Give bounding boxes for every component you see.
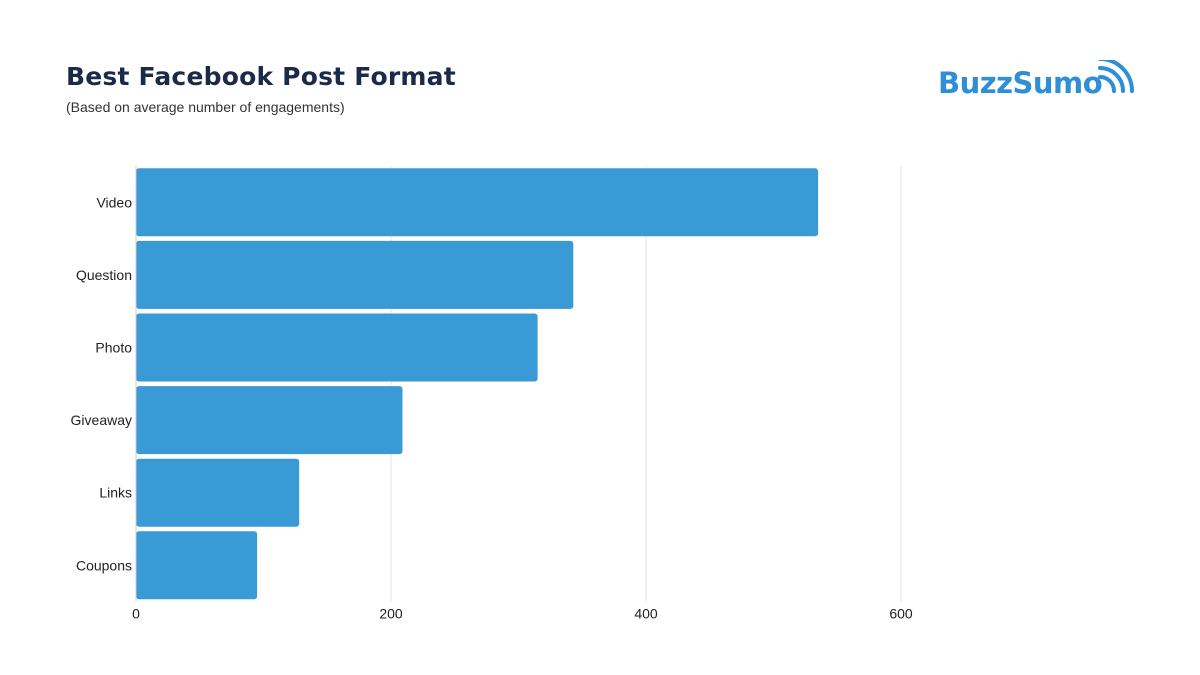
x-tick-label-600: 600 — [889, 606, 913, 622]
category-label-coupons: Coupons — [76, 557, 132, 573]
category-label-giveaway: Giveaway — [71, 412, 132, 428]
bar-photo — [136, 313, 538, 382]
category-label-photo: Photo — [95, 340, 132, 356]
signal-waves-icon — [1098, 60, 1134, 93]
bar-video — [136, 168, 819, 237]
bar-question — [136, 240, 574, 309]
category-label-video: Video — [96, 194, 132, 210]
x-tick-label-400: 400 — [634, 606, 658, 622]
category-label-question: Question — [76, 267, 132, 283]
bar-coupons — [136, 531, 258, 600]
chart-title: Best Facebook Post Format — [66, 62, 456, 91]
x-tick-label-200: 200 — [379, 606, 403, 622]
logo-text: BuzzSumo — [938, 66, 1103, 100]
bar-links — [136, 458, 300, 527]
buzzsumo-logo: BuzzSumo — [938, 60, 1143, 108]
category-label-links: Links — [99, 485, 132, 501]
chart-subtitle: (Based on average number of engagements) — [66, 99, 345, 115]
x-tick-label-0: 0 — [132, 606, 140, 622]
bar-giveaway — [136, 386, 403, 455]
